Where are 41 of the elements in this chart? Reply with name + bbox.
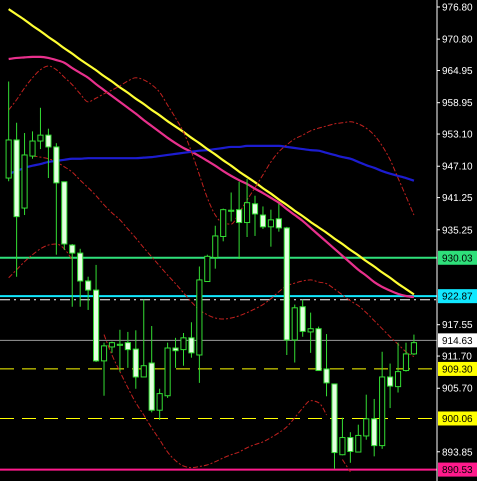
y-tick-label: 917.55 <box>442 320 474 332</box>
candlestick <box>260 206 266 230</box>
candlestick <box>339 417 346 456</box>
candlestick <box>45 128 52 179</box>
y-tick-label: 893.85 <box>442 447 474 458</box>
y-tick-label: 958.95 <box>442 98 474 110</box>
candlestick <box>37 107 44 150</box>
candlestick <box>116 329 123 372</box>
line-series <box>8 8 416 296</box>
candlestick <box>244 178 250 238</box>
candlestick <box>29 130 36 160</box>
candlestick <box>394 342 402 394</box>
candlestick <box>410 334 418 356</box>
y-tick-label: 976.80 <box>442 2 474 14</box>
candlestick <box>188 322 195 358</box>
ref-line-label: 914.63 <box>442 336 474 347</box>
candlestick <box>402 342 410 372</box>
ref-line-label: 890.53 <box>442 465 474 476</box>
y-tick-label: 964.95 <box>442 66 474 78</box>
y-tick-label: 970.80 <box>442 34 474 46</box>
candlestick <box>108 341 116 354</box>
ref-line-label: 922.87 <box>442 292 474 303</box>
y-tick-label: 905.70 <box>442 384 474 395</box>
y-tick-label: 947.10 <box>442 162 474 173</box>
ref-line-label: 930.03 <box>442 253 474 264</box>
candlestick <box>100 342 108 396</box>
y-tick-label: 941.25 <box>442 193 474 204</box>
candlestick <box>387 363 394 409</box>
candlestick <box>180 332 187 366</box>
candlestick <box>236 181 242 260</box>
ref-line-label: 909.30 <box>442 364 474 376</box>
y-tick-label: 953.10 <box>442 130 474 141</box>
y-tick-label: 911.70 <box>442 352 472 363</box>
line-series <box>8 65 414 225</box>
candlestick <box>172 337 179 368</box>
line-series <box>8 56 416 298</box>
candlestick <box>252 195 258 236</box>
candlestick <box>268 209 274 248</box>
ref-line-label: 900.06 <box>442 414 474 425</box>
candlestick <box>323 334 330 397</box>
y-tick-label: 935.25 <box>442 225 474 236</box>
